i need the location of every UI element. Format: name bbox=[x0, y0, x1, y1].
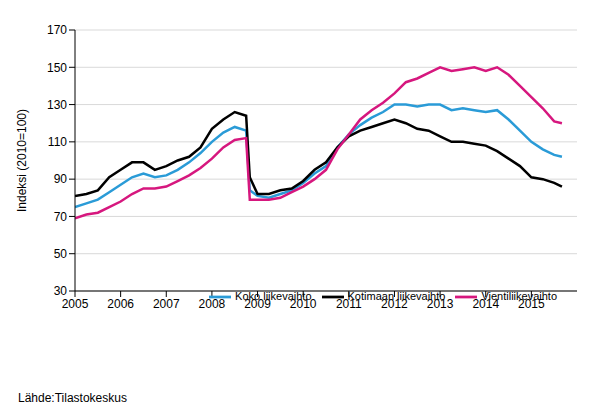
svg-text:2013: 2013 bbox=[427, 297, 454, 311]
svg-text:150: 150 bbox=[47, 61, 67, 75]
svg-text:2006: 2006 bbox=[107, 297, 134, 311]
svg-text:Indeksi (2010=100): Indeksi (2010=100) bbox=[15, 109, 29, 212]
svg-text:2009: 2009 bbox=[244, 297, 271, 311]
svg-text:70: 70 bbox=[54, 210, 68, 224]
svg-text:2005: 2005 bbox=[62, 297, 89, 311]
svg-text:2008: 2008 bbox=[199, 297, 226, 311]
svg-text:2012: 2012 bbox=[381, 297, 408, 311]
svg-text:50: 50 bbox=[54, 247, 68, 261]
svg-text:2014: 2014 bbox=[472, 297, 499, 311]
svg-text:30: 30 bbox=[54, 284, 68, 298]
svg-text:110: 110 bbox=[48, 135, 67, 149]
svg-text:2010: 2010 bbox=[290, 297, 317, 311]
svg-text:2007: 2007 bbox=[153, 297, 180, 311]
svg-text:2011: 2011 bbox=[336, 297, 362, 311]
svg-text:90: 90 bbox=[54, 172, 68, 186]
svg-text:170: 170 bbox=[47, 23, 67, 37]
svg-text:2015: 2015 bbox=[518, 297, 545, 311]
svg-text:130: 130 bbox=[47, 98, 67, 112]
